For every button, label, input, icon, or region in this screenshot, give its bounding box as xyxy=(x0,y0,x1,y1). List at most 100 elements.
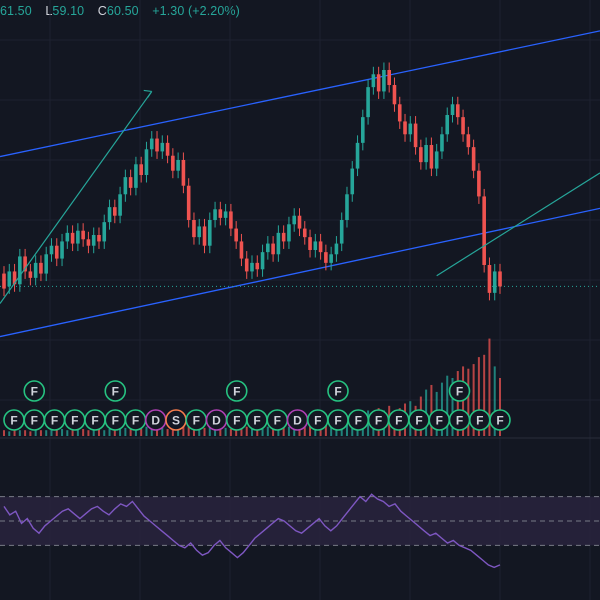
circle-marker-letter: F xyxy=(10,414,17,428)
volume-bar xyxy=(34,429,37,436)
candle-body xyxy=(482,196,486,265)
volume-bar xyxy=(18,430,21,436)
volume-bar xyxy=(483,354,486,436)
candle-body xyxy=(408,123,413,135)
circle-marker-letter: F xyxy=(415,414,422,428)
volume-bar xyxy=(472,364,475,436)
volume-bar xyxy=(182,425,185,436)
volume-bar xyxy=(340,424,343,436)
volume-bar xyxy=(177,426,180,436)
candle-body xyxy=(419,147,423,163)
candle-body xyxy=(70,232,75,244)
candle-body xyxy=(18,256,22,285)
volume-bar xyxy=(82,429,85,436)
circle-marker-letter: F xyxy=(395,414,402,428)
candle-body xyxy=(12,271,17,285)
volume-bar xyxy=(277,426,280,436)
candle-body xyxy=(202,226,207,246)
candle-body xyxy=(171,155,175,171)
candle-body xyxy=(234,228,238,242)
volume-bar xyxy=(219,429,222,436)
circle-marker-letter: F xyxy=(375,414,382,428)
volume-bar xyxy=(345,422,348,436)
candle-body xyxy=(2,273,6,289)
volume-bar xyxy=(251,429,253,436)
circle-marker-letter: F xyxy=(314,414,321,428)
candle-body xyxy=(28,271,33,278)
candle-body xyxy=(318,241,323,253)
candle-body xyxy=(450,104,455,115)
volume-bar xyxy=(97,429,100,436)
circle-marker-f xyxy=(23,380,46,402)
circle-marker-f xyxy=(225,380,248,402)
volume-bar xyxy=(440,382,443,436)
candle-body xyxy=(382,70,386,92)
candle-body xyxy=(255,262,260,270)
candle-body xyxy=(49,245,54,255)
candle-body xyxy=(76,230,80,244)
candle-body xyxy=(455,104,460,118)
circle-marker-letter: D xyxy=(151,414,160,428)
candle-body xyxy=(102,222,107,242)
volume-bar xyxy=(3,430,5,436)
candle-body xyxy=(434,151,439,169)
volume-bar xyxy=(45,430,48,436)
volume-bar xyxy=(462,366,465,436)
candle-body xyxy=(324,252,328,263)
volume-bar xyxy=(119,429,122,436)
volume-bar xyxy=(456,371,459,436)
volume-bar xyxy=(156,426,159,436)
volume-bar xyxy=(324,424,327,436)
volume-bar xyxy=(150,425,153,436)
volume-bar xyxy=(293,426,296,436)
volume-bar xyxy=(29,431,32,436)
volume-bar xyxy=(451,378,454,436)
volume-bar xyxy=(161,427,164,436)
volume-bar xyxy=(113,427,116,436)
volume-bar xyxy=(145,426,148,436)
circle-marker-letter: F xyxy=(456,414,463,428)
candle-body xyxy=(387,70,391,85)
volume-bar xyxy=(309,425,312,436)
volume-bar xyxy=(287,426,290,436)
candle-body xyxy=(160,142,165,152)
volume-bar xyxy=(240,427,243,436)
candle-body xyxy=(487,265,492,293)
candle-body xyxy=(292,215,297,225)
candle-body xyxy=(60,241,64,259)
candle-body xyxy=(86,239,91,246)
volume-bar xyxy=(61,429,64,436)
circle-marker-letter: F xyxy=(112,414,119,428)
trend-channel-lower xyxy=(0,207,600,338)
candle-body xyxy=(139,164,143,175)
volume-bar xyxy=(224,427,227,436)
candle-body xyxy=(186,185,191,220)
candle-body xyxy=(471,147,476,171)
candle-body xyxy=(149,138,154,150)
candle-body xyxy=(266,243,270,253)
circle-marker-letter: F xyxy=(91,414,98,428)
circle-marker-letter: F xyxy=(334,414,341,428)
volume-bar xyxy=(303,426,306,436)
volume-bar xyxy=(245,426,248,436)
candle-body xyxy=(271,243,275,255)
volume-bar xyxy=(261,427,264,436)
volume-bar xyxy=(198,426,201,436)
volume-bar xyxy=(140,427,143,436)
volume-bar xyxy=(13,429,16,436)
candle-body xyxy=(329,254,333,263)
candle-body xyxy=(355,142,360,169)
candle-body xyxy=(123,177,128,195)
volume-bar xyxy=(108,429,111,436)
volume-bar xyxy=(208,426,211,436)
volume-bar xyxy=(467,368,470,436)
candle-body xyxy=(107,207,112,223)
volume-bar xyxy=(39,430,42,436)
candle-body xyxy=(413,123,418,148)
volume-bar xyxy=(187,424,190,436)
circle-marker-letter: F xyxy=(31,385,38,399)
candle-body xyxy=(461,117,465,135)
candle-body xyxy=(144,149,149,175)
candle-body xyxy=(477,170,481,197)
